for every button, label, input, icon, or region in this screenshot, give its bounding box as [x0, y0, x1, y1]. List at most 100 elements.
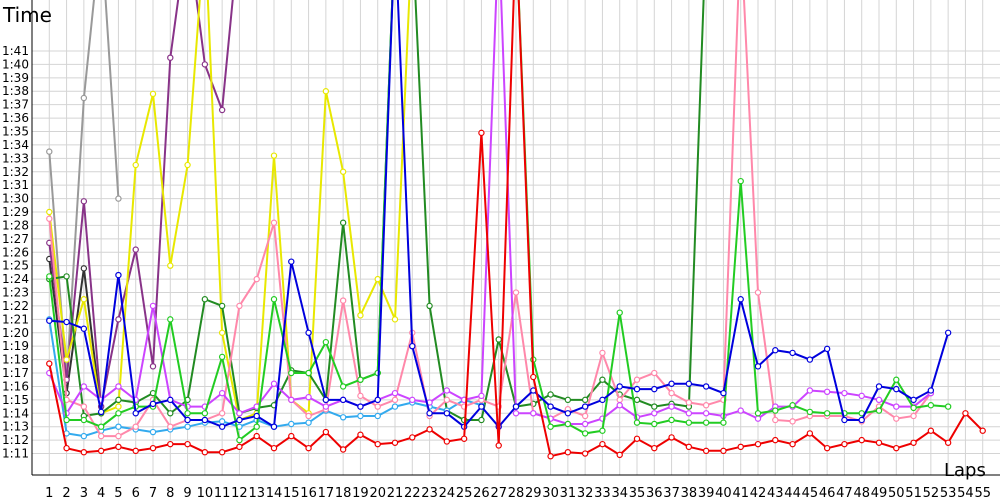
data-point [530, 373, 537, 381]
data-point [115, 423, 122, 430]
data-point [339, 383, 347, 390]
x-tick-label: 14 [266, 486, 283, 500]
data-point [737, 407, 744, 414]
data-point [46, 273, 53, 280]
data-point [201, 416, 209, 424]
y-tick-label: 1:24 [2, 272, 29, 286]
data-point [149, 363, 157, 370]
data-point [80, 325, 88, 332]
data-point [944, 403, 952, 410]
y-tick-label: 1:21 [2, 312, 29, 326]
data-point [357, 312, 364, 319]
data-point [944, 329, 952, 336]
data-point [581, 412, 589, 420]
data-point [581, 430, 589, 437]
data-point [115, 271, 122, 279]
data-point [80, 403, 88, 410]
data-point [564, 448, 572, 456]
x-tick-label: 9 [183, 486, 191, 500]
data-point [806, 430, 814, 437]
data-point [581, 403, 589, 410]
data-point [132, 447, 139, 455]
data-point [253, 432, 260, 440]
data-point [80, 94, 88, 102]
data-point [132, 410, 139, 417]
data-point [391, 403, 399, 410]
data-point [270, 152, 278, 159]
y-tick-label: 1:33 [2, 151, 29, 165]
data-point [167, 423, 174, 430]
y-tick-label: 1:30 [2, 192, 29, 206]
y-tick-label: 1:28 [2, 218, 29, 232]
x-tick-label: 47 [836, 486, 853, 500]
data-point [149, 428, 157, 436]
data-point [633, 376, 641, 383]
data-point [893, 415, 900, 422]
x-tick-label: 8 [166, 486, 174, 500]
data-point [236, 436, 243, 444]
data-point [97, 408, 105, 416]
data-point [115, 403, 122, 410]
x-tick-label: 21 [387, 486, 404, 500]
data-point [391, 396, 399, 404]
x-tick-label: 38 [681, 486, 698, 500]
data-point [63, 318, 70, 326]
y-tick-label: 1:23 [2, 286, 29, 300]
x-tick-label: 54 [957, 486, 974, 500]
data-point [772, 347, 779, 354]
x-tick-label: 20 [369, 486, 386, 500]
data-point [927, 427, 935, 434]
x-tick-label: 39 [698, 486, 715, 500]
x-tick-label: 3 [80, 486, 88, 500]
data-point [823, 444, 831, 452]
data-point [581, 450, 589, 457]
data-point [253, 423, 260, 430]
data-point [339, 219, 347, 226]
x-tick-label: 15 [283, 486, 300, 500]
x-tick-label: 23 [421, 486, 438, 500]
data-point [979, 427, 986, 434]
data-point [46, 360, 53, 367]
data-point [218, 329, 226, 336]
y-tick-label: 1:14 [2, 406, 29, 420]
data-point [357, 431, 364, 438]
data-point [305, 369, 312, 377]
data-point [167, 316, 174, 323]
data-point [668, 380, 675, 387]
data-point [339, 446, 347, 453]
x-tick-label: 33 [594, 486, 611, 500]
data-point [495, 442, 502, 449]
data-point [374, 396, 381, 404]
data-point [599, 376, 606, 383]
data-point [218, 389, 226, 397]
series-line [48, 0, 234, 407]
labels: 1:111:121:131:141:151:161:171:181:191:20… [2, 44, 991, 500]
data-point [270, 380, 278, 387]
data-point [322, 338, 330, 346]
y-tick-label: 1:16 [2, 379, 29, 393]
data-point [409, 342, 416, 350]
data-point [115, 410, 122, 417]
data-point [962, 410, 969, 417]
data-point [547, 423, 554, 430]
y-tick-label: 1:41 [2, 44, 29, 58]
data-point [806, 408, 814, 416]
data-point [789, 440, 796, 448]
series-line [49, 0, 705, 421]
data-point [633, 435, 641, 442]
data-point [685, 380, 693, 387]
data-point [858, 392, 865, 400]
data-point [149, 400, 157, 408]
data-point [651, 403, 658, 410]
data-point [668, 389, 675, 397]
data-point [236, 443, 243, 451]
data-point [478, 392, 485, 400]
x-tick-label: 10 [197, 486, 214, 500]
data-point [305, 329, 312, 336]
x-tick-label: 52 [923, 486, 940, 500]
data-point [374, 412, 381, 420]
data-point [253, 275, 260, 283]
data-point [322, 403, 330, 410]
data-point [564, 420, 572, 428]
data-point [80, 296, 88, 303]
